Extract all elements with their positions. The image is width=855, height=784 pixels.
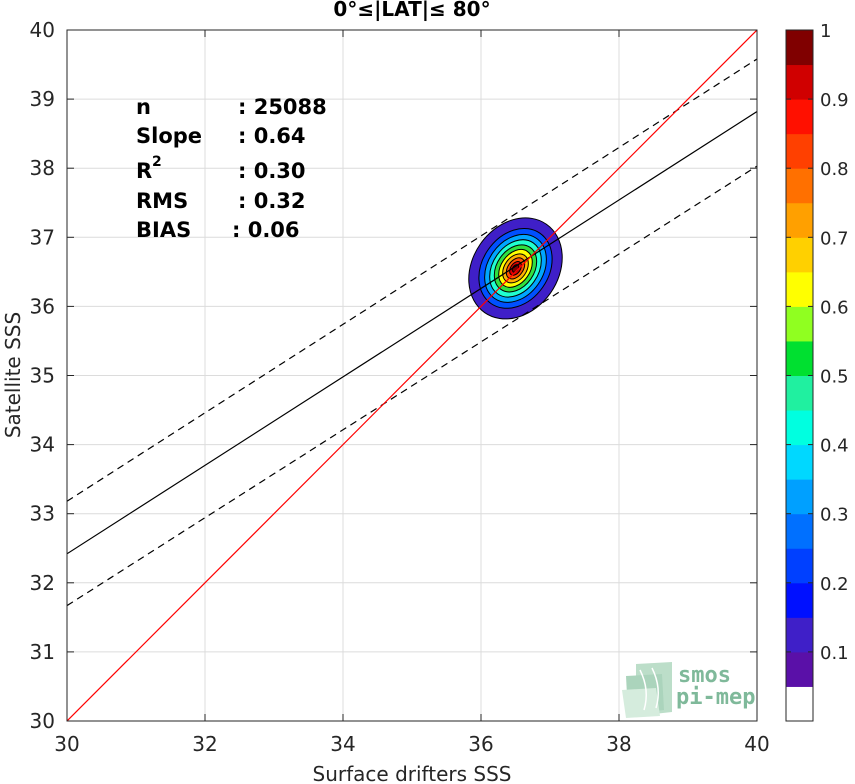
colorbar-segment (786, 271, 813, 307)
stat-bias-value: : 0.06 (232, 218, 300, 242)
colorbar-tick-label: 0.1 (820, 643, 849, 664)
y-tick-label: 31 (30, 640, 55, 664)
stat-r2-superscript: 2 (152, 154, 162, 170)
y-tick-label: 39 (30, 87, 55, 111)
chart-title: 0°≤|LAT|≤ 80° (333, 0, 490, 21)
colorbar-segment (786, 202, 813, 238)
colorbar-tick-label: 0.3 (820, 505, 849, 526)
y-tick-label: 32 (30, 571, 55, 595)
colorbar-tick-label: 1 (820, 21, 831, 42)
colorbar-tick-label: 0.8 (820, 159, 849, 180)
stat-slope-value: : 0.64 (238, 124, 306, 148)
y-tick-label: 40 (30, 18, 55, 42)
colorbar (786, 30, 813, 722)
colorbar-segment (786, 64, 813, 100)
upper-bound-dashed-line (67, 58, 757, 502)
y-axis-ticks: 30 31 32 33 34 35 36 37 38 39 40 (30, 18, 757, 733)
y-tick-label: 36 (30, 294, 55, 318)
colorbar-segment (786, 133, 813, 169)
colorbar-segment (786, 30, 813, 66)
stats-box: n : 25088 Slope : 0.64 R 2 : 0.30 RMS : … (136, 95, 327, 242)
colorbar-segment (786, 340, 813, 376)
regression-fit-line (67, 111, 757, 555)
y-tick-label: 38 (30, 156, 55, 180)
stat-n-label: n (136, 95, 151, 119)
colorbar-segment (786, 548, 813, 584)
colorbar-ticks: 0.1 0.2 0.3 0.4 0.5 0.6 0.7 0.8 0.9 1 (786, 21, 849, 664)
colorbar-segment (786, 444, 813, 480)
colorbar-tick-label: 0.9 (820, 90, 849, 111)
colorbar-segment (786, 99, 813, 135)
lower-bound-dashed-line (67, 165, 757, 607)
y-tick-label: 35 (30, 364, 55, 388)
colorbar-segment (786, 479, 813, 515)
density-contours (468, 217, 563, 320)
x-tick-label: 38 (606, 732, 631, 756)
y-axis-label: Satellite SSS (1, 312, 25, 438)
colorbar-tick-label: 0.6 (820, 297, 849, 318)
logo-line-1: smos (678, 663, 731, 688)
colorbar-tick-label: 0.2 (820, 574, 849, 595)
colorbar-frame (785, 29, 814, 722)
colorbar-tick-label: 0.5 (820, 367, 849, 388)
y-tick-label: 30 (30, 709, 55, 733)
y-tick-label: 34 (30, 433, 55, 457)
y-tick-label: 33 (30, 502, 55, 526)
logo-line-2: pi-mep (676, 685, 755, 710)
smos-pimep-logo: smos pi-mep (622, 662, 755, 718)
colorbar-segment (786, 306, 813, 342)
colorbar-segment (786, 375, 813, 411)
stat-r2-value: : 0.30 (238, 159, 306, 183)
colorbar-segment (786, 651, 813, 687)
x-axis-ticks: 30 32 34 36 38 40 (54, 30, 770, 756)
colorbar-segment (786, 582, 813, 618)
identity-line (67, 30, 757, 721)
colorbar-tick-label: 0.7 (820, 228, 849, 249)
colorbar-tick-label: 0.4 (820, 436, 849, 457)
stat-rms-label: RMS (136, 189, 188, 213)
colorbar-segment (786, 686, 813, 722)
colorbar-segment (786, 237, 813, 273)
colorbar-segment (786, 168, 813, 204)
logo-waves-icon (622, 662, 672, 718)
x-tick-label: 34 (330, 732, 355, 756)
x-tick-label: 40 (744, 732, 769, 756)
x-axis-label: Surface drifters SSS (313, 762, 512, 784)
colorbar-segment (786, 617, 813, 653)
x-tick-label: 36 (468, 732, 493, 756)
y-tick-label: 37 (30, 225, 55, 249)
x-tick-label: 30 (54, 732, 79, 756)
colorbar-segment (786, 513, 813, 549)
stat-rms-value: : 0.32 (238, 189, 306, 213)
colorbar-segment (786, 410, 813, 446)
stat-bias-label: BIAS (136, 218, 191, 242)
stat-r2-label: R (136, 159, 152, 183)
regression-lines (67, 30, 757, 721)
x-tick-label: 32 (192, 732, 217, 756)
stat-slope-label: Slope (136, 124, 202, 148)
stat-n-value: : 25088 (238, 95, 327, 119)
